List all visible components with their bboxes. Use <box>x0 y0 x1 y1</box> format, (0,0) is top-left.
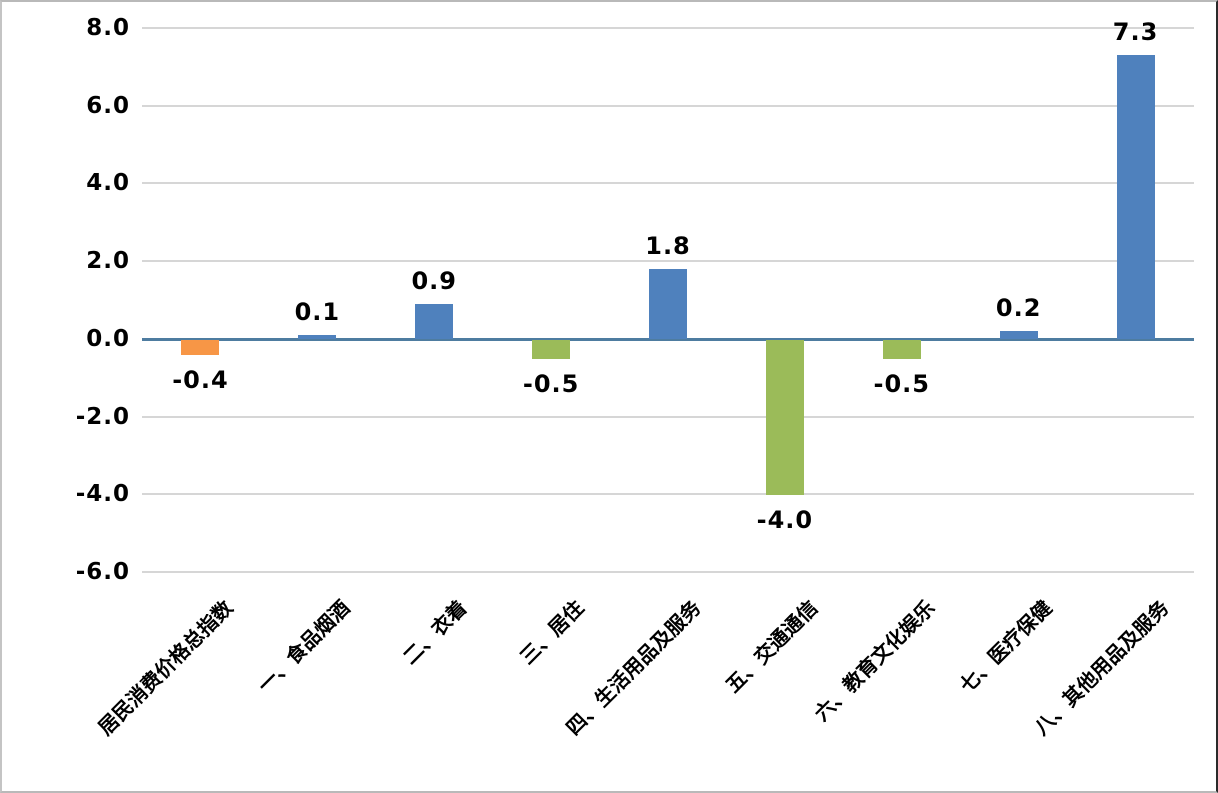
bar <box>181 339 220 356</box>
y-axis-tick-label: -4.0 <box>75 481 130 508</box>
bar <box>298 334 337 339</box>
y-axis-tick-label: 4.0 <box>86 170 130 197</box>
x-axis-category-label-text: 一、食品烟酒 <box>252 595 355 698</box>
bar <box>415 303 454 339</box>
x-axis-category-label-text: 居民消费价格总指数 <box>93 595 238 740</box>
bar <box>532 339 571 360</box>
zero-axis-line <box>142 337 1194 341</box>
gridline <box>142 493 1194 496</box>
gridline <box>142 27 1194 29</box>
x-axis-category-label-text: 三、居住 <box>515 595 589 670</box>
bar <box>882 339 921 360</box>
y-axis-tick-label: -6.0 <box>75 559 130 585</box>
gridline <box>142 415 1194 418</box>
bar-value-label: 0.9 <box>411 266 457 295</box>
gridline <box>142 571 1194 573</box>
y-axis-tick-label: 8.0 <box>86 15 130 41</box>
y-axis-tick-label: 2.0 <box>86 248 130 275</box>
y-axis-tick-label: 6.0 <box>86 92 130 119</box>
bar <box>999 331 1038 339</box>
gridline <box>142 104 1194 107</box>
bar <box>1116 55 1155 339</box>
bar <box>765 339 804 496</box>
x-axis-category-label-text: 五、交通通信 <box>720 595 823 698</box>
bar-value-label: 0.1 <box>294 297 341 326</box>
bar-value-label: -4.0 <box>756 506 814 535</box>
bar-value-label: -0.5 <box>522 370 580 399</box>
bar-value-label: 1.8 <box>645 231 691 260</box>
bar <box>649 268 687 339</box>
bar-value-label: -0.5 <box>873 370 931 399</box>
bar-value-label: -0.4 <box>172 366 229 395</box>
bar-value-label: 0.2 <box>995 294 1042 323</box>
x-axis-category-label-text: 六、教育文化娱乐 <box>809 595 940 726</box>
bar-value-label: 7.3 <box>1112 18 1159 47</box>
y-axis-tick-label: -2.0 <box>75 403 130 430</box>
gridline <box>142 182 1194 185</box>
y-axis-tick-label: 0.0 <box>86 325 130 352</box>
x-axis-category-label-text: 二、衣着 <box>398 595 472 670</box>
x-axis-category-label-text: 七、医疗保健 <box>954 595 1057 698</box>
gridline <box>142 260 1194 263</box>
